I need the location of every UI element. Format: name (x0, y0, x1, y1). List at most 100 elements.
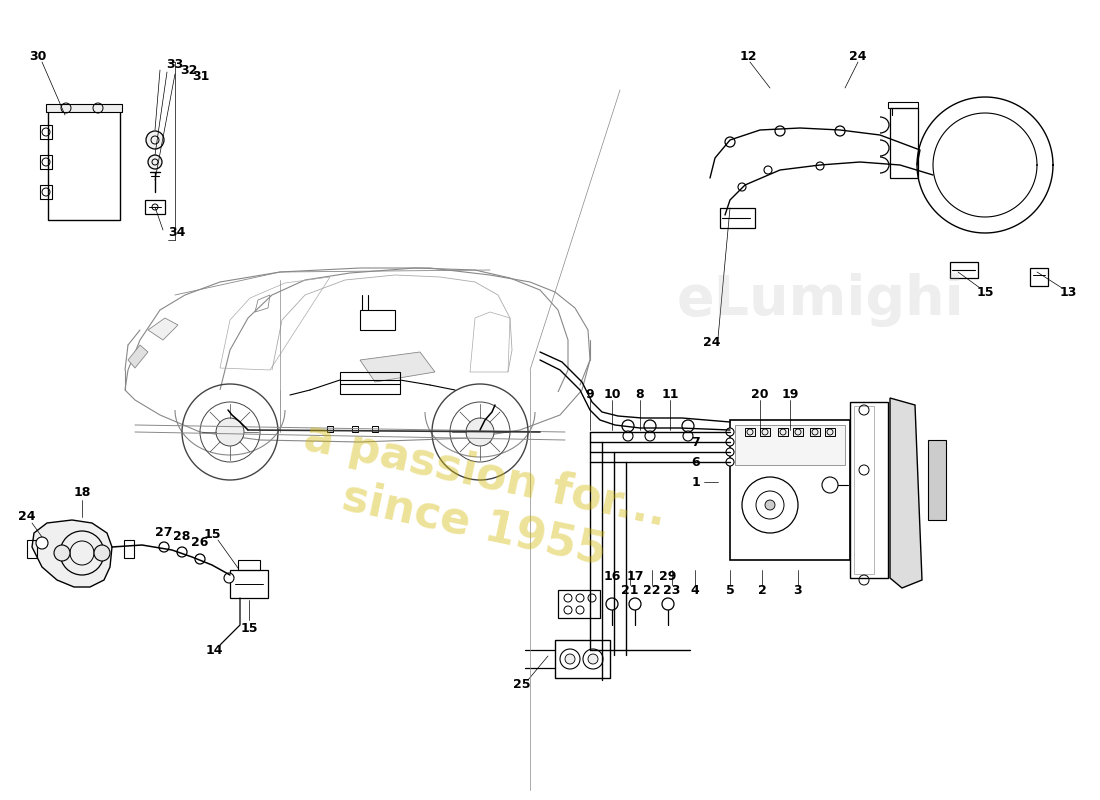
Bar (850, 402, 888, 578)
Bar (720, 208, 755, 228)
Text: 7: 7 (692, 435, 701, 449)
Bar (890, 108, 918, 178)
Bar (46, 104, 122, 112)
Circle shape (623, 431, 632, 441)
Bar (928, 440, 946, 520)
Circle shape (94, 545, 110, 561)
Text: 33: 33 (166, 58, 184, 71)
Circle shape (177, 547, 187, 557)
Text: 2: 2 (758, 583, 767, 597)
Bar (340, 372, 400, 394)
Text: 8: 8 (636, 387, 645, 401)
Circle shape (565, 654, 575, 664)
Circle shape (195, 554, 205, 564)
Circle shape (160, 542, 169, 552)
Text: 16: 16 (603, 570, 620, 582)
Text: 14: 14 (206, 643, 222, 657)
Bar (854, 406, 874, 574)
Bar (825, 428, 835, 436)
Circle shape (726, 458, 734, 466)
Bar (778, 428, 788, 436)
Bar (745, 428, 755, 436)
Text: 27: 27 (155, 526, 173, 539)
Text: 21: 21 (621, 583, 639, 597)
Circle shape (588, 654, 598, 664)
Text: 15: 15 (977, 286, 993, 298)
Circle shape (776, 126, 785, 136)
Circle shape (726, 448, 734, 456)
Text: 9: 9 (585, 387, 594, 401)
Text: 1: 1 (692, 475, 701, 489)
Bar (352, 426, 358, 432)
Bar (735, 425, 845, 465)
Circle shape (146, 131, 164, 149)
Circle shape (645, 431, 654, 441)
Text: 28: 28 (174, 530, 190, 543)
Bar (40, 185, 52, 199)
Bar (28, 540, 37, 558)
Text: 24: 24 (703, 335, 720, 349)
Bar (730, 420, 850, 560)
Text: eLumighi: eLumighi (676, 273, 964, 327)
Text: 15: 15 (204, 527, 221, 541)
Text: 20: 20 (751, 387, 769, 401)
Polygon shape (360, 352, 434, 382)
Circle shape (606, 598, 618, 610)
Bar (810, 428, 820, 436)
Bar (327, 426, 333, 432)
Circle shape (822, 477, 838, 493)
Circle shape (466, 418, 494, 446)
Circle shape (54, 545, 70, 561)
Circle shape (148, 155, 162, 169)
Circle shape (629, 598, 641, 610)
Bar (238, 560, 260, 570)
Circle shape (224, 573, 234, 583)
Text: 10: 10 (603, 387, 620, 401)
Text: 17: 17 (626, 570, 644, 582)
Bar (48, 110, 120, 220)
Text: 23: 23 (663, 583, 681, 597)
Bar (360, 310, 395, 330)
Text: 6: 6 (692, 455, 701, 469)
Circle shape (726, 428, 734, 436)
Circle shape (725, 137, 735, 147)
Text: 29: 29 (659, 570, 676, 582)
Text: 26: 26 (191, 537, 209, 550)
Bar (558, 590, 600, 618)
Text: 3: 3 (794, 583, 802, 597)
Circle shape (36, 537, 48, 549)
Circle shape (764, 500, 776, 510)
Bar (230, 570, 268, 598)
Text: 25: 25 (514, 678, 530, 690)
Bar (40, 125, 52, 139)
Polygon shape (148, 318, 178, 340)
Bar (1030, 268, 1048, 286)
Bar (372, 426, 378, 432)
Circle shape (764, 166, 772, 174)
Bar (793, 428, 803, 436)
Circle shape (738, 183, 746, 191)
Circle shape (816, 162, 824, 170)
Text: 24: 24 (849, 50, 867, 62)
Circle shape (682, 420, 694, 432)
Polygon shape (128, 345, 148, 368)
Bar (760, 428, 770, 436)
Circle shape (644, 420, 656, 432)
Text: 5: 5 (726, 583, 735, 597)
Text: 19: 19 (781, 387, 799, 401)
Circle shape (621, 420, 634, 432)
Text: 31: 31 (192, 70, 210, 82)
Bar (556, 640, 610, 678)
Text: 15: 15 (240, 622, 257, 634)
Text: 34: 34 (168, 226, 186, 238)
Circle shape (726, 438, 734, 446)
Bar (124, 540, 134, 558)
Text: 24: 24 (19, 510, 35, 523)
Circle shape (662, 598, 674, 610)
Bar (950, 262, 978, 278)
Text: 18: 18 (74, 486, 90, 499)
Circle shape (835, 126, 845, 136)
Polygon shape (32, 520, 112, 587)
Bar (40, 155, 52, 169)
Text: 4: 4 (691, 583, 700, 597)
